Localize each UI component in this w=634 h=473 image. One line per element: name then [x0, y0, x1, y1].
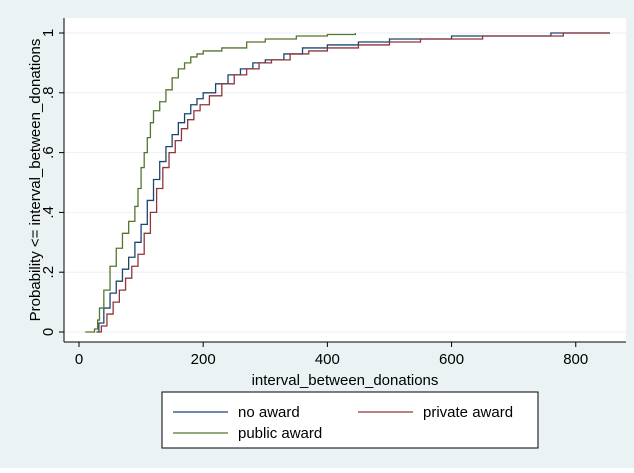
x-tick-label: 0: [75, 351, 83, 368]
y-axis-title: Probability <= interval_between_donation…: [27, 39, 44, 322]
plot-region: [64, 18, 626, 342]
y-tick-label: .8: [40, 87, 57, 100]
series-lines: [85, 32, 610, 333]
legend-label-2: public award: [238, 425, 322, 442]
series-line-0: [96, 32, 610, 333]
gridlines: [64, 32, 626, 333]
ticks: 0 .2 .4 .6 .8 1 0 200 400 600 800: [40, 29, 588, 368]
y-tick-label: .2: [40, 266, 57, 279]
series-line-2: [85, 33, 356, 333]
y-tick-label: .4: [40, 206, 57, 219]
legend-box: [161, 391, 539, 449]
y-tick-label: 1: [40, 29, 57, 37]
x-tick-label: 600: [439, 351, 464, 368]
legend-label-0: no award: [238, 404, 300, 421]
axes: [63, 18, 626, 343]
x-tick-label: 200: [191, 351, 216, 368]
series-line-1: [97, 32, 610, 333]
x-tick-label: 400: [315, 351, 340, 368]
x-axis-title: interval_between_donations: [252, 372, 439, 389]
legend: no award private award public award: [161, 391, 539, 449]
x-tick-label: 800: [563, 351, 588, 368]
y-tick-label: .6: [40, 146, 57, 159]
y-tick-label: 0: [40, 328, 57, 336]
legend-label-1: private award: [423, 404, 513, 421]
